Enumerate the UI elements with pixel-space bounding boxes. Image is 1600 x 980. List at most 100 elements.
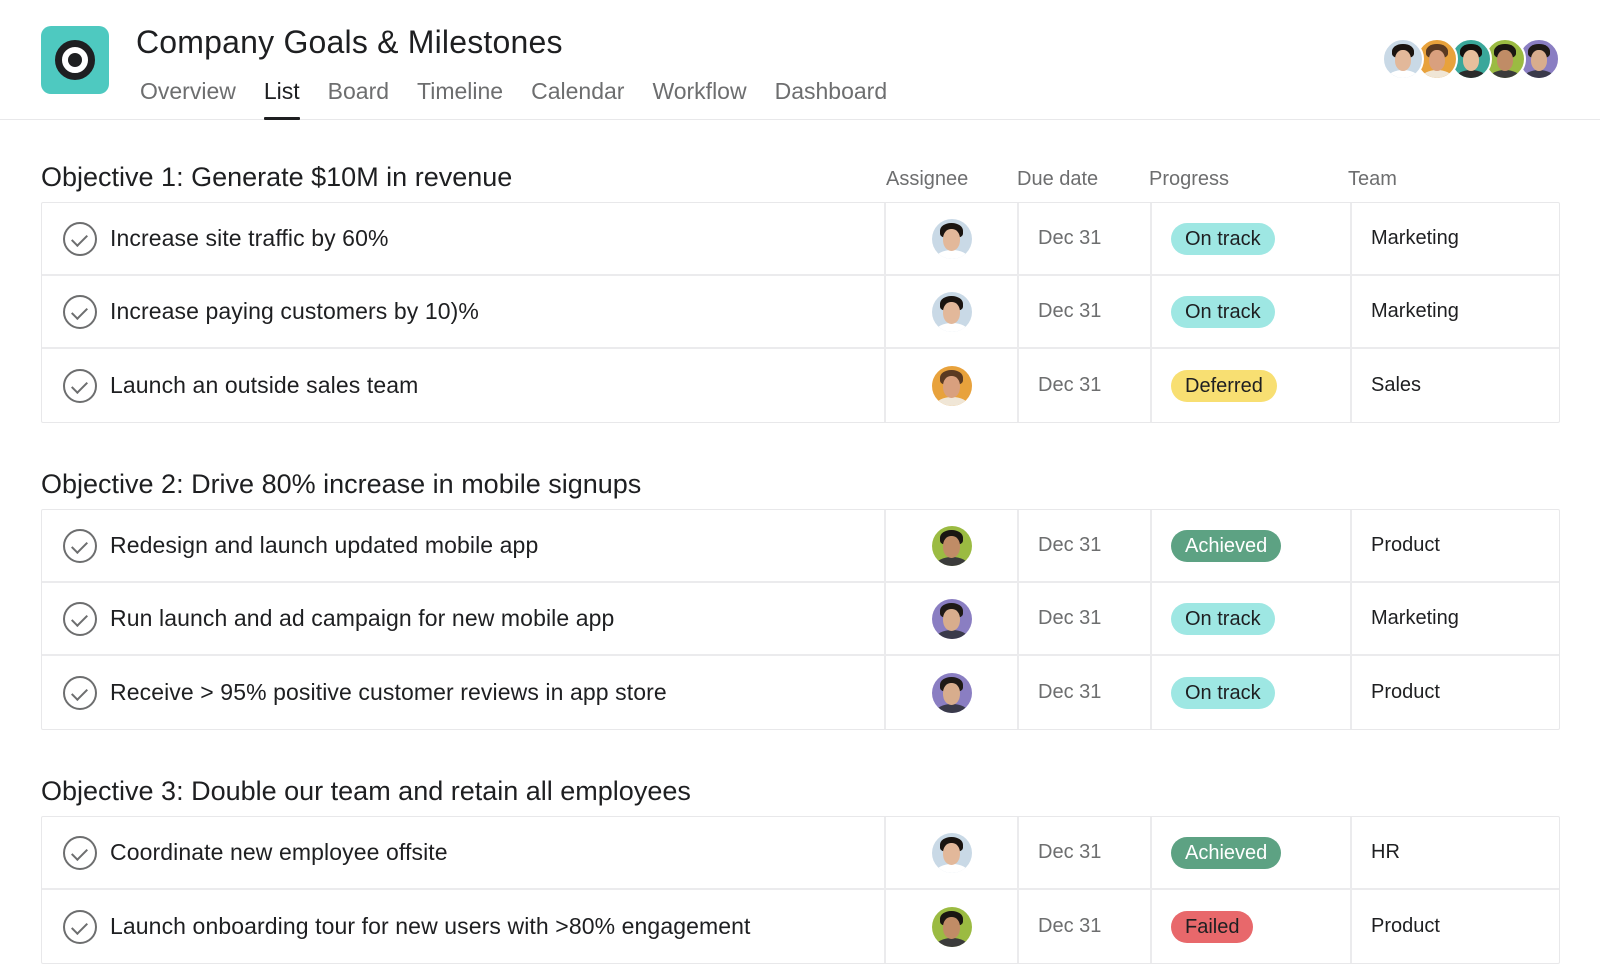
status-badge[interactable]: On track <box>1171 222 1275 255</box>
team-cell[interactable]: Marketing <box>1352 203 1559 274</box>
complete-checkbox-icon[interactable] <box>63 601 97 636</box>
objective-header: Objective 3: Double our team and retain … <box>41 764 1560 816</box>
due-date-cell[interactable]: Dec 31 <box>1019 656 1152 729</box>
project-members[interactable] <box>1382 38 1560 80</box>
assignee-cell[interactable] <box>886 276 1019 347</box>
task-row[interactable]: Launch an outside sales team Dec 31 Deferr… <box>42 349 1559 422</box>
assignee-cell[interactable] <box>886 349 1019 422</box>
complete-checkbox-icon[interactable] <box>63 221 97 256</box>
team-cell[interactable]: HR <box>1352 817 1559 888</box>
team-cell[interactable]: Sales <box>1352 349 1559 422</box>
progress-cell[interactable]: On track <box>1152 203 1352 274</box>
task-row[interactable]: Redesign and launch updated mobile app De… <box>42 510 1559 583</box>
task-name[interactable]: Launch onboarding tour for new users wit… <box>110 913 751 939</box>
task-row[interactable]: Increase site traffic by 60% Dec 31 On tra… <box>42 203 1559 276</box>
task-row[interactable]: Receive > 95% positive customer reviews … <box>42 656 1559 729</box>
complete-checkbox-icon[interactable] <box>63 909 97 944</box>
task-row[interactable]: Increase paying customers by 10)% Dec 31 O… <box>42 276 1559 349</box>
progress-cell[interactable]: Failed <box>1152 890 1352 963</box>
due-date-cell[interactable]: Dec 31 <box>1019 203 1152 274</box>
progress-cell[interactable]: Deferred <box>1152 349 1352 422</box>
tab-overview[interactable]: Overview <box>140 78 236 104</box>
task-name-cell[interactable]: Coordinate new employee offsite <box>42 817 886 888</box>
team-cell[interactable]: Marketing <box>1352 583 1559 654</box>
assignee-avatar[interactable] <box>931 598 972 639</box>
column-header-assignee[interactable]: Assignee <box>886 168 969 190</box>
status-badge[interactable]: Deferred <box>1171 369 1277 402</box>
progress-cell[interactable]: Achieved <box>1152 510 1352 581</box>
task-name[interactable]: Redesign and launch updated mobile app <box>110 532 539 558</box>
complete-checkbox-icon[interactable] <box>63 294 97 329</box>
status-badge[interactable]: On track <box>1171 295 1275 328</box>
view-tabs: Overview List Board Timeline Calendar Workflo… <box>140 78 901 120</box>
assignee-cell[interactable] <box>886 510 1019 581</box>
assignee-cell[interactable] <box>886 817 1019 888</box>
tab-calendar[interactable]: Calendar <box>531 78 625 104</box>
task-name[interactable]: Increase paying customers by 10)% <box>110 298 479 324</box>
status-badge[interactable]: Failed <box>1171 910 1254 943</box>
assignee-cell[interactable] <box>886 203 1019 274</box>
assignee-avatar[interactable] <box>931 365 972 406</box>
complete-checkbox-icon[interactable] <box>63 835 97 870</box>
due-date-cell[interactable]: Dec 31 <box>1019 510 1152 581</box>
status-badge[interactable]: Achieved <box>1171 836 1282 869</box>
assignee-cell[interactable] <box>886 583 1019 654</box>
target-icon[interactable] <box>41 26 109 94</box>
column-header-due-date[interactable]: Due date <box>1017 168 1099 190</box>
progress-cell[interactable]: On track <box>1152 656 1352 729</box>
task-name-cell[interactable]: Redesign and launch updated mobile app <box>42 510 886 581</box>
project-header: Company Goals & Milestones Overview List B… <box>0 0 1600 120</box>
complete-checkbox-icon[interactable] <box>63 675 97 710</box>
due-date-cell[interactable]: Dec 31 <box>1019 817 1152 888</box>
due-date-cell[interactable]: Dec 31 <box>1019 890 1152 963</box>
team-cell[interactable]: Marketing <box>1352 276 1559 347</box>
task-name[interactable]: Increase site traffic by 60% <box>110 225 389 251</box>
member-avatar[interactable] <box>1382 38 1424 80</box>
assignee-cell[interactable] <box>886 890 1019 963</box>
column-header-progress[interactable]: Progress <box>1149 168 1230 190</box>
task-name-cell[interactable]: Receive > 95% positive customer reviews … <box>42 656 886 729</box>
due-date-cell[interactable]: Dec 31 <box>1019 276 1152 347</box>
complete-checkbox-icon[interactable] <box>63 528 97 563</box>
assignee-avatar[interactable] <box>931 906 972 947</box>
column-header-team[interactable]: Team <box>1348 168 1397 190</box>
tab-board[interactable]: Board <box>327 78 390 104</box>
progress-cell[interactable]: Achieved <box>1152 817 1352 888</box>
due-date: Dec 31 <box>1038 607 1102 629</box>
task-name-cell[interactable]: Increase site traffic by 60% <box>42 203 886 274</box>
team-cell[interactable]: Product <box>1352 656 1559 729</box>
objective-section: Objective 2: Drive 80% increase in mobil… <box>41 457 1560 730</box>
progress-cell[interactable]: On track <box>1152 583 1352 654</box>
task-name[interactable]: Run launch and ad campaign for new mobil… <box>110 605 615 631</box>
task-name-cell[interactable]: Launch onboarding tour for new users wit… <box>42 890 886 963</box>
task-name-cell[interactable]: Run launch and ad campaign for new mobil… <box>42 583 886 654</box>
status-badge[interactable]: On track <box>1171 602 1275 635</box>
status-badge[interactable]: Achieved <box>1171 529 1282 562</box>
task-row[interactable]: Coordinate new employee offsite Dec 31 Ach… <box>42 817 1559 890</box>
status-badge[interactable]: On track <box>1171 676 1275 709</box>
tab-timeline[interactable]: Timeline <box>417 78 504 104</box>
task-row[interactable]: Launch onboarding tour for new users wit… <box>42 890 1559 963</box>
task-name-cell[interactable]: Increase paying customers by 10)% <box>42 276 886 347</box>
complete-checkbox-icon[interactable] <box>63 368 97 403</box>
task-name[interactable]: Coordinate new employee offsite <box>110 839 448 865</box>
task-name[interactable]: Receive > 95% positive customer reviews … <box>110 679 667 705</box>
assignee-cell[interactable] <box>886 656 1019 729</box>
objective-section: Objective 1: Generate $10M in revenue Ass… <box>41 150 1560 423</box>
due-date-cell[interactable]: Dec 31 <box>1019 583 1152 654</box>
task-row[interactable]: Run launch and ad campaign for new mobil… <box>42 583 1559 656</box>
assignee-avatar[interactable] <box>931 218 972 259</box>
assignee-avatar[interactable] <box>931 832 972 873</box>
due-date-cell[interactable]: Dec 31 <box>1019 349 1152 422</box>
assignee-avatar[interactable] <box>931 525 972 566</box>
assignee-avatar[interactable] <box>931 291 972 332</box>
team-cell[interactable]: Product <box>1352 510 1559 581</box>
task-name[interactable]: Launch an outside sales team <box>110 372 419 398</box>
progress-cell[interactable]: On track <box>1152 276 1352 347</box>
team-cell[interactable]: Product <box>1352 890 1559 963</box>
tab-dashboard[interactable]: Dashboard <box>774 78 888 104</box>
task-name-cell[interactable]: Launch an outside sales team <box>42 349 886 422</box>
tab-workflow[interactable]: Workflow <box>652 78 747 104</box>
assignee-avatar[interactable] <box>931 672 972 713</box>
tab-list[interactable]: List <box>250 78 314 120</box>
